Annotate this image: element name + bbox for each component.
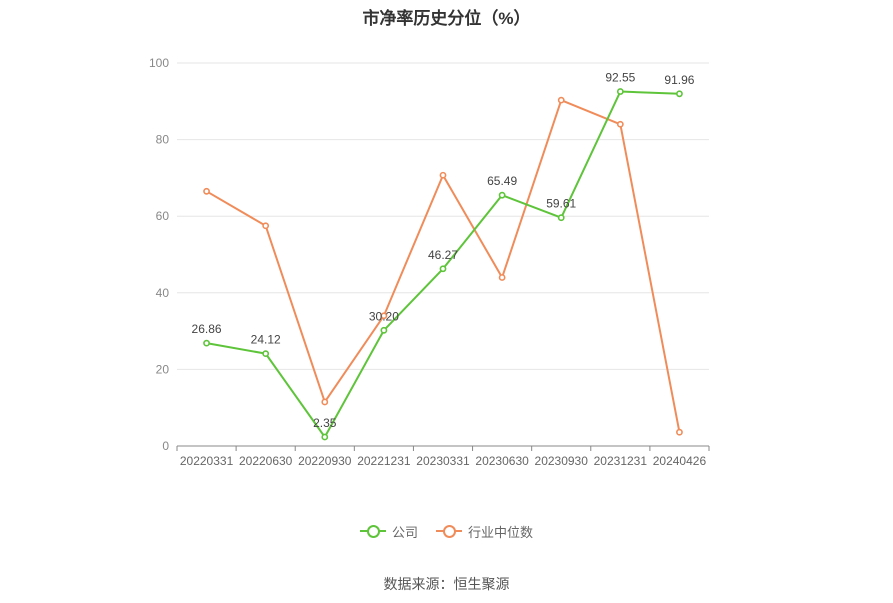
series-lines — [203, 88, 683, 441]
x-tick-label: 20230930 — [535, 454, 589, 468]
legend-item-industry-median[interactable]: 行业中位数 — [436, 522, 533, 541]
x-tick-label: 20230331 — [416, 454, 470, 468]
y-tick-label: 60 — [156, 209, 170, 223]
legend: 公司 行业中位数 — [0, 520, 893, 542]
legend-swatch-company — [359, 524, 386, 538]
data-label: 92.55 — [605, 71, 635, 85]
series-0-point — [321, 433, 329, 441]
series-0-point — [498, 191, 506, 199]
data-label: 46.27 — [428, 248, 458, 262]
series-1-point — [498, 274, 506, 281]
data-label: 65.49 — [487, 174, 517, 188]
y-tick-label: 100 — [149, 56, 169, 70]
legend-label-industry-median: 行业中位数 — [468, 524, 534, 540]
data-label: 30.20 — [369, 309, 399, 323]
legend-label-company: 公司 — [391, 524, 418, 540]
x-tick-label: 20231231 — [594, 454, 648, 468]
series-0-point — [616, 88, 624, 95]
data-labels: 26.86 24.12 2.35 30.20 46.27 65.49 59.61 92.55 9… — [192, 71, 695, 430]
series-1-point — [616, 120, 624, 128]
axes: 0 20 40 60 80 100 20220331 20220630 20220930 2022… — [149, 56, 710, 468]
data-label: 2.35 — [313, 416, 337, 430]
series-1-point — [321, 398, 329, 406]
series-0-point — [262, 350, 270, 358]
grid-lines — [177, 62, 709, 370]
series-1-point — [676, 428, 683, 436]
data-label: 24.12 — [251, 333, 281, 347]
series-1-point — [203, 187, 210, 195]
y-tick-label: 20 — [156, 362, 170, 376]
series-0-point — [557, 214, 565, 222]
y-tick-label: 40 — [156, 286, 170, 300]
series-0-point — [676, 90, 683, 98]
series-0-point — [203, 339, 210, 347]
series-1-point — [557, 96, 565, 104]
data-source: 数据来源：恒生聚源 — [383, 576, 510, 592]
series-1-point — [262, 222, 270, 230]
x-tick-label: 20220331 — [180, 454, 234, 468]
x-tick-label: 20220930 — [298, 454, 352, 468]
y-tick-label: 80 — [156, 133, 170, 147]
data-label: 26.86 — [192, 322, 222, 336]
data-label: 59.61 — [546, 197, 576, 211]
x-tick-label: 20230630 — [475, 454, 529, 468]
x-tick-label: 20221231 — [357, 454, 411, 468]
series-0-point — [380, 326, 388, 334]
legend-swatch-industry-median — [436, 524, 462, 538]
y-tick-label: 0 — [162, 439, 169, 453]
x-tick-label: 20240426 — [653, 454, 707, 468]
series-0-point — [439, 265, 447, 273]
series-1-point — [380, 312, 388, 320]
legend-item-company[interactable]: 公司 — [359, 522, 418, 541]
x-tick-label: 20220630 — [239, 454, 293, 468]
data-label: 91.96 — [664, 73, 694, 87]
series-1-point — [439, 171, 447, 179]
series-line-0 — [206, 90, 680, 438]
chart-title: 市净率历史分位（%） — [362, 9, 531, 28]
